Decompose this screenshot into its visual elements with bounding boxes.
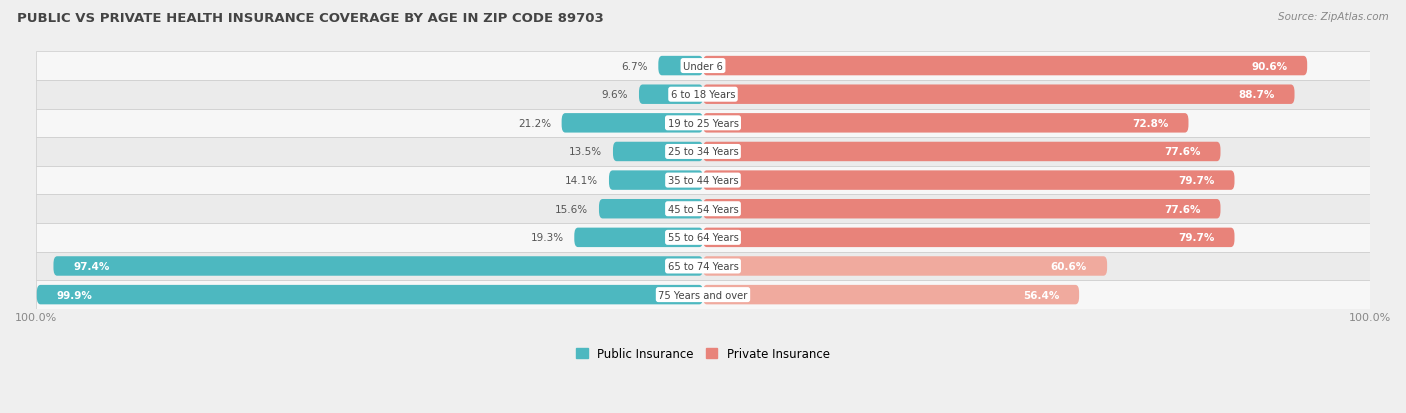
FancyBboxPatch shape — [703, 114, 1188, 133]
Text: 97.4%: 97.4% — [73, 261, 110, 271]
FancyBboxPatch shape — [37, 109, 1369, 138]
Text: 55 to 64 Years: 55 to 64 Years — [668, 233, 738, 243]
FancyBboxPatch shape — [37, 52, 1369, 81]
Text: 45 to 54 Years: 45 to 54 Years — [668, 204, 738, 214]
Text: 75 Years and over: 75 Years and over — [658, 290, 748, 300]
FancyBboxPatch shape — [37, 195, 1369, 223]
Text: 90.6%: 90.6% — [1251, 62, 1286, 71]
Text: 6 to 18 Years: 6 to 18 Years — [671, 90, 735, 100]
Text: 25 to 34 Years: 25 to 34 Years — [668, 147, 738, 157]
Text: Source: ZipAtlas.com: Source: ZipAtlas.com — [1278, 12, 1389, 22]
FancyBboxPatch shape — [703, 85, 1295, 104]
Text: 72.8%: 72.8% — [1132, 119, 1168, 128]
Text: 77.6%: 77.6% — [1164, 204, 1201, 214]
FancyBboxPatch shape — [574, 228, 703, 247]
Text: PUBLIC VS PRIVATE HEALTH INSURANCE COVERAGE BY AGE IN ZIP CODE 89703: PUBLIC VS PRIVATE HEALTH INSURANCE COVER… — [17, 12, 603, 25]
Text: 60.6%: 60.6% — [1050, 261, 1087, 271]
Text: 9.6%: 9.6% — [602, 90, 628, 100]
FancyBboxPatch shape — [703, 171, 1234, 190]
FancyBboxPatch shape — [613, 142, 703, 162]
Text: 35 to 44 Years: 35 to 44 Years — [668, 176, 738, 186]
Text: 15.6%: 15.6% — [555, 204, 588, 214]
Text: 6.7%: 6.7% — [621, 62, 648, 71]
FancyBboxPatch shape — [703, 57, 1308, 76]
FancyBboxPatch shape — [37, 252, 1369, 280]
FancyBboxPatch shape — [37, 81, 1369, 109]
FancyBboxPatch shape — [658, 57, 703, 76]
Text: 88.7%: 88.7% — [1239, 90, 1274, 100]
FancyBboxPatch shape — [703, 199, 1220, 219]
FancyBboxPatch shape — [37, 138, 1369, 166]
Text: 65 to 74 Years: 65 to 74 Years — [668, 261, 738, 271]
FancyBboxPatch shape — [638, 85, 703, 104]
Text: 19 to 25 Years: 19 to 25 Years — [668, 119, 738, 128]
FancyBboxPatch shape — [37, 166, 1369, 195]
FancyBboxPatch shape — [599, 199, 703, 219]
Text: 56.4%: 56.4% — [1022, 290, 1059, 300]
FancyBboxPatch shape — [53, 256, 703, 276]
FancyBboxPatch shape — [37, 285, 703, 305]
FancyBboxPatch shape — [703, 142, 1220, 162]
Text: 19.3%: 19.3% — [530, 233, 564, 243]
FancyBboxPatch shape — [703, 256, 1107, 276]
FancyBboxPatch shape — [703, 228, 1234, 247]
FancyBboxPatch shape — [37, 223, 1369, 252]
Text: 14.1%: 14.1% — [565, 176, 599, 186]
FancyBboxPatch shape — [561, 114, 703, 133]
Text: 13.5%: 13.5% — [569, 147, 602, 157]
Text: 79.7%: 79.7% — [1178, 233, 1215, 243]
Text: Under 6: Under 6 — [683, 62, 723, 71]
FancyBboxPatch shape — [703, 285, 1080, 305]
FancyBboxPatch shape — [37, 280, 1369, 309]
Text: 77.6%: 77.6% — [1164, 147, 1201, 157]
FancyBboxPatch shape — [609, 171, 703, 190]
Legend: Public Insurance, Private Insurance: Public Insurance, Private Insurance — [576, 347, 830, 360]
Text: 99.9%: 99.9% — [56, 290, 93, 300]
Text: 21.2%: 21.2% — [517, 119, 551, 128]
Text: 79.7%: 79.7% — [1178, 176, 1215, 186]
